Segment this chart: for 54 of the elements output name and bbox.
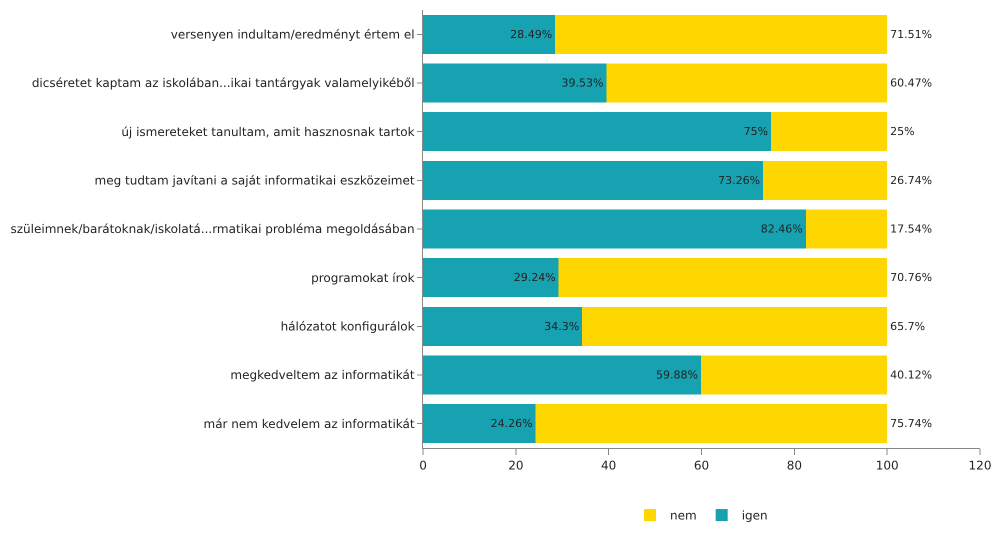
y-tick-label: hálózatot konfigurálok xyxy=(280,320,415,334)
bar xyxy=(700,356,888,394)
data-label: 73.26% xyxy=(718,174,760,187)
bar xyxy=(423,258,559,298)
data-label: 75% xyxy=(744,125,768,138)
bar xyxy=(763,160,888,200)
y-tick-label: megkedveltem az informatikát xyxy=(230,368,415,382)
data-label: 39.53% xyxy=(562,76,604,90)
y-tick-label: szüleimnek/barátoknak/iskolatá...rmatikai probléma megoldásában xyxy=(10,222,415,236)
data-label: 17.54% xyxy=(890,222,932,236)
legend-label: igen xyxy=(742,508,768,523)
y-tick-label: versenyen indultam/eredményt értem el xyxy=(170,28,415,42)
data-label: 40.12% xyxy=(890,368,932,382)
y-tick-label: dicséretet kaptam az iskolában...ikai tantárgyak valamelyikéből xyxy=(32,76,415,90)
data-label: 75.74% xyxy=(890,417,932,430)
data-label: 24.26% xyxy=(490,417,533,430)
x-tick-label: 100 xyxy=(876,458,899,472)
data-label: 59.88% xyxy=(656,368,698,382)
x-tick-label: 0 xyxy=(419,458,427,472)
y-tick-label: meg tudtam javítani a saját informatikai eszközeimet xyxy=(94,174,415,188)
bar xyxy=(423,160,764,200)
bar xyxy=(423,14,556,54)
data-label: 29.24% xyxy=(514,271,556,284)
bar xyxy=(423,64,606,102)
legend-label: nem xyxy=(670,508,697,523)
bar xyxy=(423,306,582,346)
data-label: 65.7% xyxy=(890,320,926,333)
bar xyxy=(771,112,888,152)
y-tick-label: már nem kedvelem az informatikát xyxy=(204,416,415,431)
bar xyxy=(536,404,888,444)
data-label: 25% xyxy=(890,125,915,138)
bar xyxy=(558,258,888,298)
bar xyxy=(423,356,701,394)
y-tick-label: programokat írok xyxy=(311,270,415,285)
x-tick-label: 80 xyxy=(786,458,802,472)
data-label: 28.49% xyxy=(510,28,552,41)
data-label: 71.51% xyxy=(890,28,932,41)
data-label: 26.74% xyxy=(890,174,932,187)
data-label: 70.76% xyxy=(890,271,932,284)
bar xyxy=(555,14,888,54)
bar xyxy=(582,306,888,346)
bar xyxy=(606,64,888,102)
x-tick-label: 20 xyxy=(508,458,524,472)
y-tick-label: új ismereteket tanultam, amit hasznosnak tartok xyxy=(121,124,415,139)
x-tick-label: 60 xyxy=(694,458,710,472)
data-label: 60.47% xyxy=(890,76,932,90)
bar xyxy=(806,210,888,248)
data-label: 34.3% xyxy=(544,320,580,333)
x-tick-label: 40 xyxy=(601,458,616,472)
bar xyxy=(423,210,806,248)
bar xyxy=(423,112,772,152)
x-tick-label: 120 xyxy=(968,458,992,472)
bar xyxy=(423,404,536,444)
data-label: 82.46% xyxy=(760,222,803,236)
